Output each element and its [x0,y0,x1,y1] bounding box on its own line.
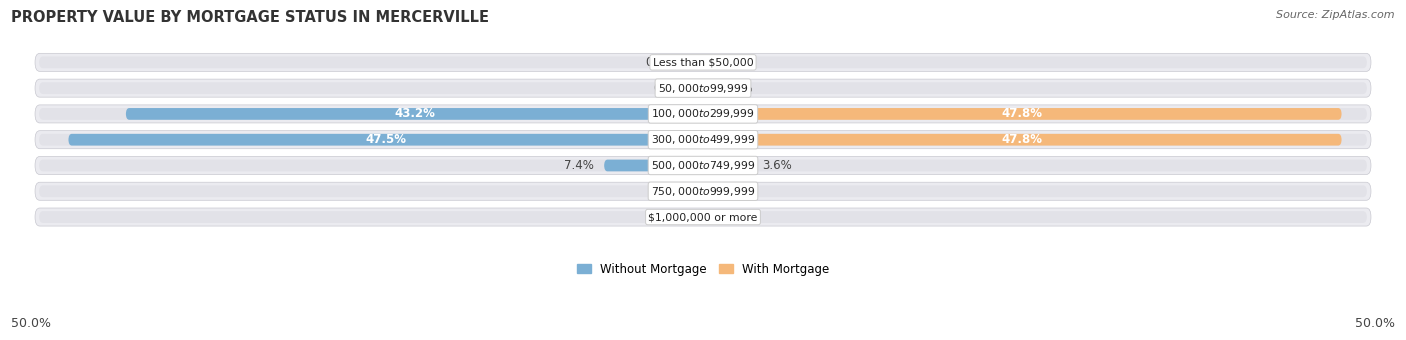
FancyBboxPatch shape [39,159,1367,171]
FancyBboxPatch shape [39,56,1367,68]
FancyBboxPatch shape [39,185,1367,197]
Text: $50,000 to $99,999: $50,000 to $99,999 [658,82,748,95]
FancyBboxPatch shape [39,108,1367,120]
Text: 50.0%: 50.0% [11,317,51,330]
FancyBboxPatch shape [127,108,703,120]
FancyBboxPatch shape [35,53,1371,71]
FancyBboxPatch shape [35,79,1371,97]
Text: 3.6%: 3.6% [762,159,792,172]
FancyBboxPatch shape [39,82,1367,94]
FancyBboxPatch shape [703,134,1341,146]
FancyBboxPatch shape [35,208,1371,226]
FancyBboxPatch shape [35,105,1371,123]
Text: $750,000 to $999,999: $750,000 to $999,999 [651,185,755,198]
FancyBboxPatch shape [39,134,1367,146]
Text: 47.5%: 47.5% [366,133,406,146]
Text: 0.0%: 0.0% [654,185,683,198]
Text: 43.2%: 43.2% [394,107,434,120]
FancyBboxPatch shape [69,134,703,146]
Text: $100,000 to $299,999: $100,000 to $299,999 [651,107,755,120]
FancyBboxPatch shape [703,159,751,171]
Text: 50.0%: 50.0% [1355,317,1395,330]
FancyBboxPatch shape [35,131,1371,149]
Text: PROPERTY VALUE BY MORTGAGE STATUS IN MERCERVILLE: PROPERTY VALUE BY MORTGAGE STATUS IN MER… [11,10,489,25]
Text: 0.49%: 0.49% [720,185,758,198]
Text: 1.2%: 1.2% [647,210,676,223]
Legend: Without Mortgage, With Mortgage: Without Mortgage, With Mortgage [572,258,834,280]
Text: 0.0%: 0.0% [723,210,752,223]
FancyBboxPatch shape [605,159,703,171]
Text: Less than $50,000: Less than $50,000 [652,57,754,67]
Text: 0.0%: 0.0% [654,82,683,95]
FancyBboxPatch shape [703,108,1341,120]
FancyBboxPatch shape [703,185,710,197]
Text: 0.74%: 0.74% [645,56,682,69]
FancyBboxPatch shape [693,56,703,68]
Text: $1,000,000 or more: $1,000,000 or more [648,212,758,222]
Text: $500,000 to $749,999: $500,000 to $749,999 [651,159,755,172]
Text: 47.8%: 47.8% [1002,107,1043,120]
FancyBboxPatch shape [35,182,1371,200]
Text: $300,000 to $499,999: $300,000 to $499,999 [651,133,755,146]
Text: Source: ZipAtlas.com: Source: ZipAtlas.com [1277,10,1395,20]
FancyBboxPatch shape [688,211,703,223]
Text: 47.8%: 47.8% [1002,133,1043,146]
FancyBboxPatch shape [35,156,1371,174]
FancyBboxPatch shape [703,56,709,68]
Text: 0.0%: 0.0% [723,82,752,95]
FancyBboxPatch shape [39,211,1367,223]
Text: 7.4%: 7.4% [564,159,593,172]
Text: 0.39%: 0.39% [718,56,756,69]
